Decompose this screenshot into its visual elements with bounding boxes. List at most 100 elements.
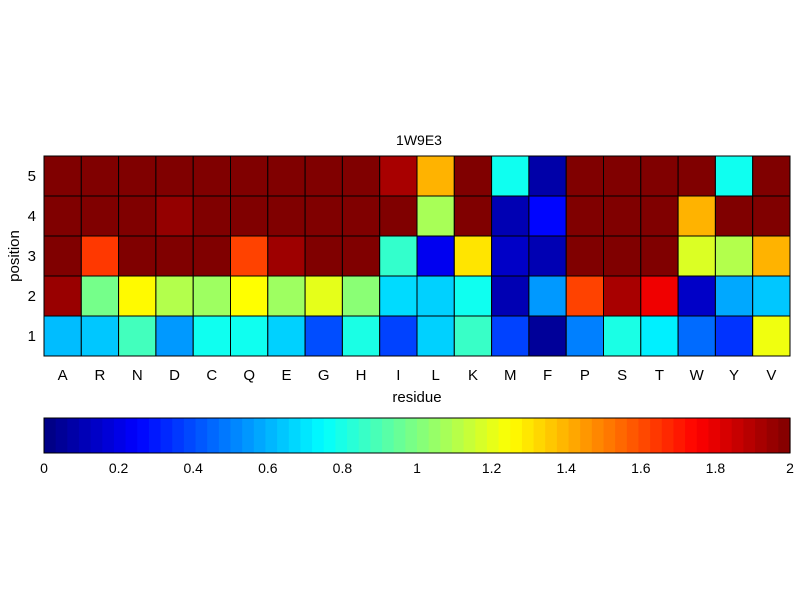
x-tick-R: R [95,367,106,384]
cell-R-3 [80,235,120,277]
colorbar-swatch [183,418,197,453]
cell-R-2 [80,275,120,317]
colorbar-swatch [521,418,535,453]
colorbar-swatch [650,418,663,453]
cell-Q-3 [230,235,269,277]
y-tick-3: 3 [28,248,36,265]
cell-F-5 [528,155,567,197]
cell-M-1 [491,315,530,357]
cell-S-4 [603,195,642,237]
plot-frame [43,155,791,357]
cell-D-2 [155,275,194,317]
cell-P-5 [565,155,605,197]
cell-S-1 [603,315,642,357]
y-tick-1: 1 [28,328,36,345]
cell-L-5 [416,155,455,197]
colorbar-swatch [755,418,768,453]
colorbar-swatch [242,418,255,453]
colorbar-swatch [288,418,302,453]
cell-P-1 [565,315,605,357]
colorbar-swatch [382,418,395,453]
colorbar-swatch [253,418,267,453]
cell-F-1 [528,315,567,357]
cell-K-5 [453,155,493,197]
cell-W-4 [677,195,716,237]
colorbar-swatch [207,418,220,453]
cell-N-3 [118,235,157,277]
cell-I-3 [379,235,418,277]
colorbar-swatch [218,418,232,453]
colorbar-swatch [102,418,115,453]
cell-V-1 [752,315,791,357]
colorbar-swatch [638,418,651,453]
cell-T-5 [640,155,679,197]
x-tick-A: A [58,367,68,384]
cell-L-3 [416,235,455,277]
colorbar-swatch [708,418,721,453]
y-tick-2: 2 [28,288,36,305]
colorbar-tick-0: 0 [40,460,48,476]
cell-A-1 [43,315,82,357]
cell-W-2 [677,275,716,317]
colorbar-tick-1.2: 1.2 [482,460,502,476]
cell-M-5 [491,155,530,197]
colorbar-swatch [440,418,453,453]
cell-C-3 [192,235,231,277]
cell-N-1 [118,315,157,357]
x-tick-K: K [468,367,478,384]
colorbar-swatch [580,418,593,453]
heatmap-cells [43,155,791,357]
cell-R-4 [80,195,120,237]
cell-P-2 [565,275,605,317]
colorbar-tick-0.2: 0.2 [109,460,129,476]
cell-Q-1 [230,315,269,357]
cell-Y-4 [714,195,754,237]
colorbar-swatch [475,418,488,453]
cell-N-4 [118,195,157,237]
colorbar-swatch [113,418,127,453]
cell-N-5 [118,155,157,197]
colorbar-swatch [312,418,325,453]
cell-Y-1 [714,315,754,357]
x-tick-F: F [543,367,552,384]
cell-L-4 [416,195,455,237]
colorbar-swatch [172,418,185,453]
cell-W-1 [677,315,716,357]
x-tick-Q: Q [243,367,255,384]
cell-E-2 [267,275,306,317]
cell-I-5 [379,155,418,197]
colorbar-swatch [148,418,162,453]
y-tick-labels: 1 2 3 4 5 [28,168,36,345]
x-axis-label: residue [392,389,441,406]
cell-A-2 [43,275,82,317]
colorbar-swatch [195,418,208,453]
cell-H-2 [341,275,381,317]
cell-K-4 [453,195,493,237]
cell-A-4 [43,195,82,237]
colorbar-tick-1: 1 [413,460,421,476]
x-tick-T: T [655,367,664,384]
cell-G-5 [304,155,343,197]
cell-M-2 [491,275,530,317]
cell-A-5 [43,155,82,197]
colorbar-swatch [300,418,313,453]
colorbar-frame [43,417,791,454]
cell-K-3 [453,235,493,277]
cell-Y-5 [714,155,754,197]
y-tick-4: 4 [28,208,36,225]
cell-S-2 [603,275,642,317]
colorbar-swatch [615,418,628,453]
cell-G-2 [304,275,343,317]
colorbar-swatch [230,418,243,453]
x-tick-M: M [504,367,517,384]
x-tick-G: G [318,367,330,384]
y-axis-label: position [6,230,23,282]
colorbar-swatch [696,418,710,453]
colorbar-swatch [731,418,744,453]
colorbar-swatch [137,418,150,453]
colorbar-swatch [323,418,337,453]
x-tick-I: I [396,367,400,384]
cell-Y-2 [714,275,754,317]
colorbar-swatch [486,418,500,453]
